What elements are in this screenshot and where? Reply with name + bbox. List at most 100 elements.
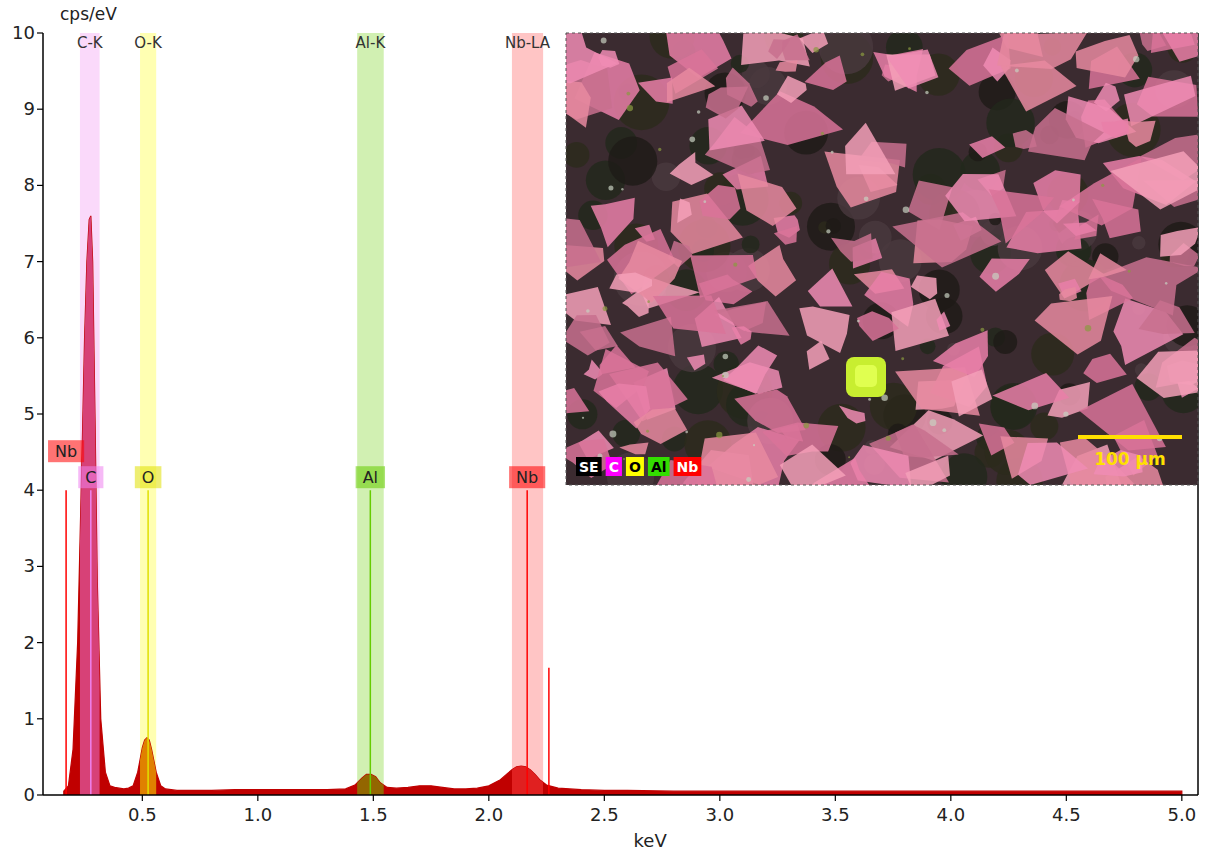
x-tick: [719, 795, 720, 801]
map-grain: [566, 80, 591, 128]
map-speck: [980, 328, 984, 332]
map-grain: [936, 312, 950, 331]
x-axis-title: keV: [634, 830, 668, 851]
map-grain: [905, 455, 950, 485]
map-grain: [1059, 287, 1077, 301]
map-grain: [911, 275, 937, 299]
map-speck: [903, 207, 910, 214]
map-grain: [1101, 119, 1129, 138]
x-tick-label: 4.0: [937, 804, 966, 825]
map-frame: [566, 33, 1198, 485]
map-grain: [805, 56, 847, 91]
map-grain: [618, 241, 682, 303]
map-grain: [687, 355, 705, 371]
map-legend-swatch: [576, 457, 602, 476]
band-label: Nb-LA: [505, 34, 551, 52]
y-tick: [37, 261, 43, 262]
map-legend-label: Al: [651, 459, 667, 475]
band-label: O-K: [134, 34, 163, 52]
y-tick: [37, 337, 43, 338]
y-tick: [37, 566, 43, 567]
map-grain: [857, 311, 899, 341]
map-speck: [1128, 270, 1131, 273]
map-grain: [1083, 354, 1127, 383]
map-texture: [993, 330, 1017, 354]
map-speck: [689, 136, 695, 142]
marker-line: [370, 490, 372, 795]
marker-label: O: [142, 468, 155, 487]
map-grain: [1094, 83, 1120, 112]
map-speck: [722, 375, 724, 377]
scale-bar-label: 100 µm: [1094, 449, 1166, 469]
x-tick: [257, 795, 258, 801]
map-speck: [857, 320, 860, 323]
map-grain: [723, 345, 777, 394]
marker-label: Nb: [55, 442, 77, 461]
map-speck: [582, 417, 584, 419]
map-speck: [626, 92, 630, 96]
energy-band: [512, 33, 543, 795]
axes: 0123456789100.51.01.52.02.53.03.54.04.55…: [12, 22, 1198, 825]
y-tick: [37, 109, 43, 110]
marker-label-box: [135, 466, 162, 488]
map-speck: [647, 300, 650, 303]
map-speck: [901, 357, 904, 360]
marker-label: Nb: [516, 468, 538, 487]
peak-fill: [357, 216, 384, 795]
map-speck: [821, 132, 824, 135]
y-tick-label: 8: [24, 174, 35, 195]
markers: [66, 490, 549, 795]
y-tick-label: 3: [24, 555, 35, 576]
map-speck: [864, 196, 869, 201]
map-speck: [627, 105, 633, 111]
map-grain: [831, 233, 872, 261]
map-texture: [1030, 412, 1058, 440]
map-grain: [951, 370, 992, 417]
map-grain: [706, 86, 749, 118]
chart: C-KO-KAl-KNb-LACOAlNbNb0123456789100.51.…: [0, 0, 1209, 859]
map-grain: [690, 255, 757, 298]
map-speck: [813, 47, 818, 52]
y-tick-label: 7: [24, 251, 35, 272]
peak-group: [512, 216, 543, 795]
map-speck: [646, 430, 649, 433]
y-tick: [37, 794, 43, 795]
map-grain: [1160, 227, 1198, 257]
map-grain: [1092, 199, 1141, 239]
map-grain: [989, 189, 1054, 243]
x-tick: [950, 795, 951, 801]
map-grain: [1028, 108, 1104, 160]
map-grain: [1124, 76, 1195, 127]
map-grain: [1110, 151, 1198, 209]
peak-fill: [140, 216, 156, 795]
map-grain: [997, 33, 1088, 69]
y-tick-label: 6: [24, 327, 35, 348]
map-speck: [608, 186, 613, 191]
map-speck: [685, 431, 688, 434]
map-speck: [1063, 411, 1068, 416]
y-tick-label: 9: [24, 98, 35, 119]
map-speck: [703, 200, 706, 203]
y-tick: [37, 490, 43, 491]
marker-label-box: [78, 466, 103, 488]
marker-label-box: [509, 466, 545, 488]
map-speck: [942, 428, 946, 432]
map-legend-label: O: [629, 459, 641, 475]
map-speck: [861, 52, 865, 56]
map-legend-label: Nb: [677, 459, 699, 475]
map-grain: [1035, 296, 1113, 355]
map-grain: [1063, 222, 1097, 236]
map-speck: [826, 229, 830, 233]
map-grain: [776, 60, 798, 71]
peak-group: [140, 216, 156, 795]
y-tick: [37, 718, 43, 719]
y-tick: [37, 32, 43, 33]
marker-label: C: [85, 468, 96, 487]
map-grain: [620, 317, 675, 357]
map-speck: [733, 263, 737, 267]
map-grain: [845, 123, 895, 175]
map-speck: [1015, 69, 1019, 73]
y-tick-label: 5: [24, 403, 35, 424]
x-tick: [373, 795, 374, 801]
map-grain: [777, 76, 807, 103]
